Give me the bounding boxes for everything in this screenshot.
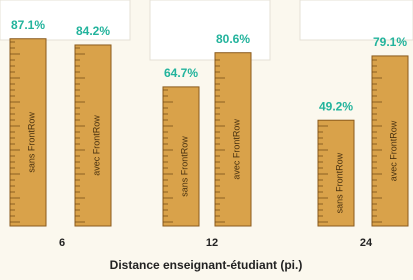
- value-label: 79.1%: [373, 35, 407, 49]
- value-label: 49.2%: [319, 99, 353, 113]
- x-tick-label: 12: [206, 237, 218, 249]
- value-label: 84.2%: [76, 24, 110, 38]
- value-label: 64.7%: [164, 66, 198, 80]
- value-label: 80.6%: [216, 32, 250, 46]
- bar-series-name: avec FrontRow: [91, 115, 101, 176]
- x-tick-label: 24: [360, 237, 373, 249]
- bar-series-name: avec FrontRow: [388, 120, 398, 181]
- chart: Distance enseignant-étudiant (pi.) sans …: [0, 0, 413, 280]
- bar-series-name: sans FrontRow: [179, 136, 189, 197]
- bar-series-name: sans FrontRow: [26, 112, 36, 173]
- backdrop-panel: [150, 0, 270, 60]
- x-axis-title: Distance enseignant-étudiant (pi.): [110, 258, 303, 272]
- value-label: 87.1%: [11, 18, 45, 32]
- backdrop-panel: [300, 0, 413, 40]
- bar-series-name: avec FrontRow: [231, 119, 241, 180]
- bar-series-name: sans FrontRow: [334, 152, 344, 213]
- x-tick-label: 6: [59, 237, 65, 249]
